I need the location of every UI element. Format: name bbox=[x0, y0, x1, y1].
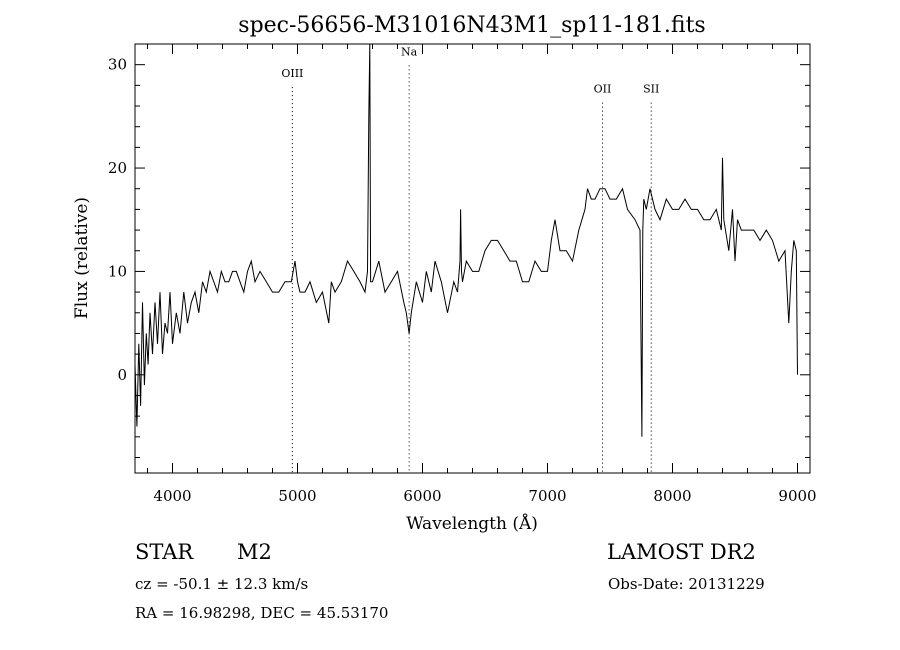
marker-label: Na bbox=[401, 45, 418, 58]
coordinates: RA = 16.98298, DEC = 45.53170 bbox=[135, 604, 389, 622]
x-tick-label: 8000 bbox=[653, 487, 691, 505]
marker-label: SII bbox=[643, 83, 659, 96]
x-axis-label: Wavelength (Å) bbox=[406, 513, 538, 534]
object-subclass: M2 bbox=[237, 540, 272, 564]
marker-label: OII bbox=[594, 83, 612, 96]
redshift-text: cz = -50.1 ± 12.3 km/s bbox=[135, 575, 309, 593]
y-tick-label: 30 bbox=[108, 56, 127, 74]
y-tick-label: 20 bbox=[108, 159, 127, 177]
x-tick-label: 6000 bbox=[403, 487, 441, 505]
obs-date: Obs-Date: 20131229 bbox=[608, 575, 765, 593]
y-tick-label: 0 bbox=[117, 366, 127, 384]
x-tick-label: 9000 bbox=[778, 487, 816, 505]
y-tick-label: 10 bbox=[108, 262, 127, 280]
line-markers: OIII Na OII SII bbox=[281, 45, 659, 473]
plot-frame bbox=[134, 43, 811, 474]
spectrum-line bbox=[134, 43, 798, 437]
survey-name: LAMOST DR2 bbox=[607, 540, 756, 564]
axis-ticks: 4000 5000 6000 7000 8000 9000 0 10 20 30 bbox=[108, 43, 817, 505]
x-tick-label: 5000 bbox=[278, 487, 316, 505]
marker-label: OIII bbox=[281, 67, 303, 80]
x-tick-label: 7000 bbox=[528, 487, 566, 505]
object-class: STAR bbox=[135, 540, 194, 564]
chart-title: spec-56656-M31016N43M1_sp11-181.fits bbox=[238, 13, 705, 38]
x-tick-label: 4000 bbox=[153, 487, 191, 505]
y-axis-label: Flux (relative) bbox=[72, 197, 92, 319]
